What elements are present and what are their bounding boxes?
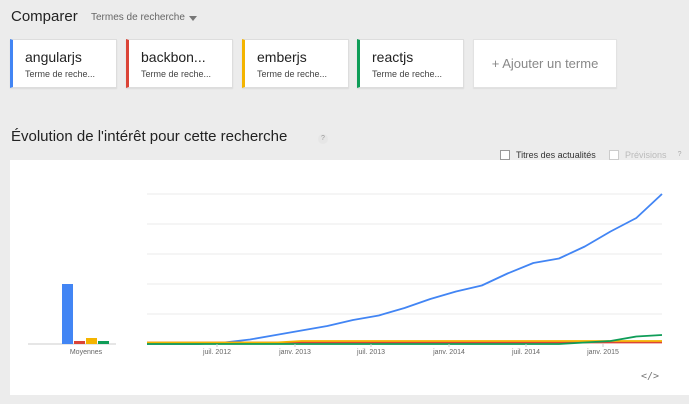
term-card-backbone[interactable]: backbon... Terme de reche... [126, 39, 233, 88]
forecast-help-icon[interactable]: ? [674, 150, 685, 160]
term-name: angularjs [25, 49, 82, 65]
section-title: Évolution de l'intérêt pour cette recher… [11, 128, 288, 145]
series-line-emberjs [147, 340, 662, 344]
caret-down-icon [188, 15, 197, 21]
forecast-label: Prévisions [625, 150, 667, 160]
term-type: Terme de reche... [25, 69, 96, 79]
term-name: reactjs [372, 49, 414, 65]
term-name: emberjs [257, 49, 307, 65]
term-name: backbon... [141, 49, 206, 65]
chart-gridlines [28, 193, 662, 345]
term-type: Terme de reche... [372, 69, 443, 79]
news-headlines-checkbox[interactable] [500, 150, 510, 160]
news-headlines-toggle[interactable]: Titres des actualités [500, 150, 596, 160]
average-bar-angularjs [62, 284, 73, 344]
x-tick-label: janv. 2013 [278, 349, 311, 356]
trend-lines [147, 193, 663, 345]
averages-label: Moyennes [70, 349, 103, 356]
forecast-toggle: Prévisions ? [609, 150, 685, 160]
series-line-angularjs [147, 193, 663, 345]
term-card-reactjs[interactable]: reactjs Terme de reche... [357, 39, 464, 88]
add-term-button[interactable]: + Ajouter un terme [473, 39, 617, 88]
forecast-checkbox [609, 150, 619, 160]
chart-panel [10, 160, 689, 395]
average-bars: Moyennes [62, 284, 109, 356]
average-bar-backbon [74, 341, 85, 344]
compare-title: Comparer [11, 8, 78, 25]
search-terms-dropdown[interactable]: Termes de recherche [91, 12, 197, 23]
news-headlines-label: Titres des actualités [516, 150, 596, 160]
average-bar-reactjs [98, 341, 109, 344]
x-tick-label: juil. 2014 [511, 349, 540, 356]
x-tick-label: juil. 2013 [356, 349, 385, 356]
term-card-emberjs[interactable]: emberjs Terme de reche... [242, 39, 349, 88]
help-icon[interactable]: ? [318, 134, 328, 144]
series-line-reactjs [147, 334, 663, 345]
term-type: Terme de reche... [141, 69, 212, 79]
average-bar-emberjs [86, 338, 97, 344]
term-card-angularjs[interactable]: angularjs Terme de reche... [10, 39, 117, 88]
x-axis-ticks: juil. 2012 janv. 2013 juil. 2013 janv. 2014… [202, 344, 619, 356]
embed-code-icon[interactable]: </> [641, 371, 660, 382]
x-tick-label: janv. 2015 [586, 349, 619, 356]
x-tick-label: juil. 2012 [202, 349, 231, 356]
x-tick-label: janv. 2014 [432, 349, 465, 356]
search-terms-dropdown-label: Termes de recherche [91, 12, 185, 23]
term-type: Terme de reche... [257, 69, 328, 79]
